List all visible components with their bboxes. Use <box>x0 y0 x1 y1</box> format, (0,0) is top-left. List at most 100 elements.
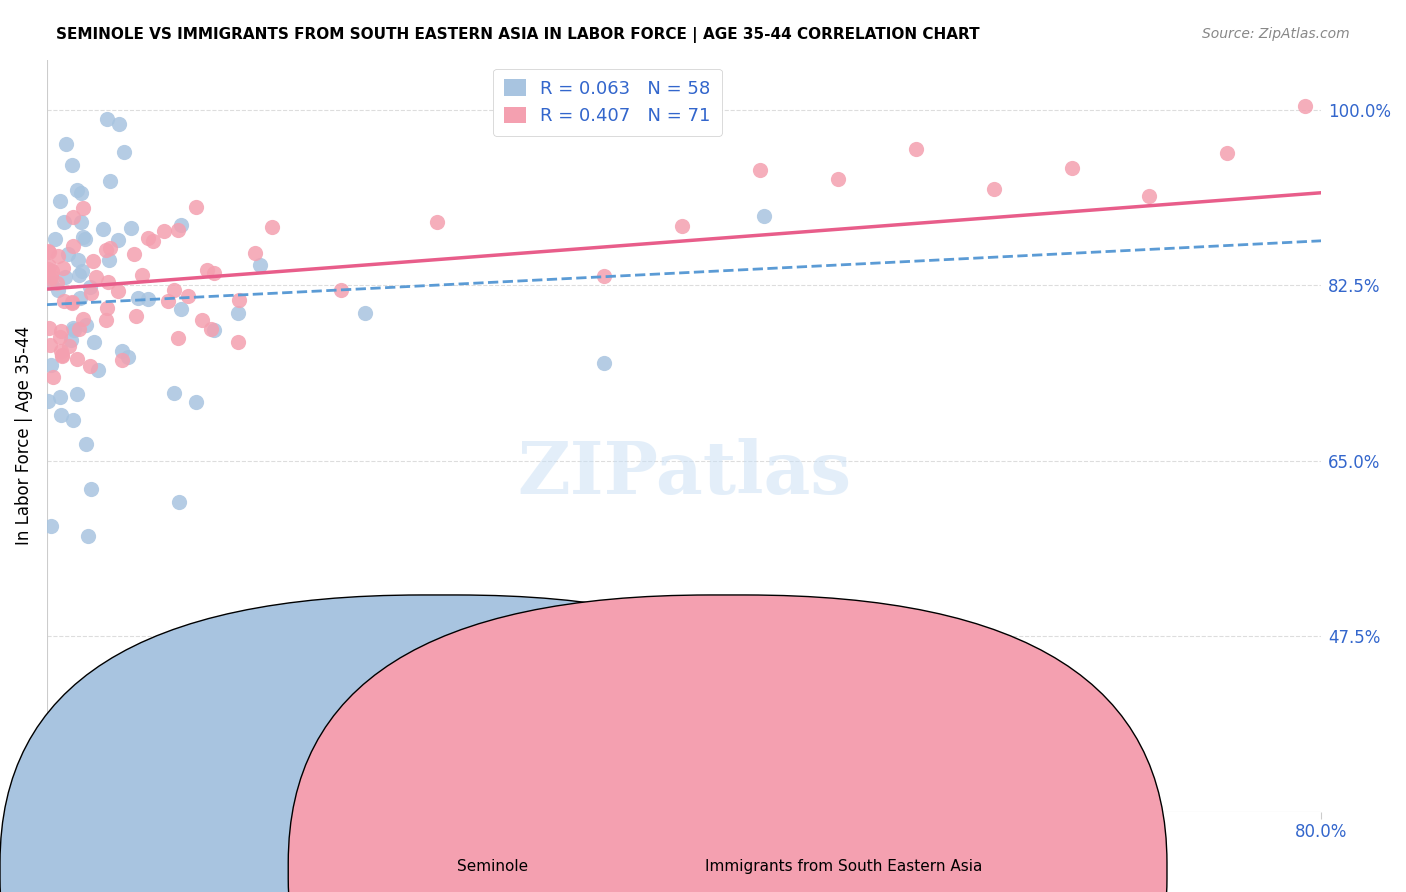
Point <box>243 245 266 260</box>
Point <box>127 291 149 305</box>
Point <box>38 244 60 259</box>
Point <box>593 356 616 370</box>
Point <box>167 331 190 345</box>
Point <box>72 311 94 326</box>
Point <box>107 285 129 299</box>
Point <box>202 266 225 280</box>
Point <box>69 291 91 305</box>
Point <box>44 232 66 246</box>
Point <box>67 268 90 282</box>
Point <box>62 211 84 225</box>
Point <box>91 222 114 236</box>
Point <box>983 182 1005 196</box>
Point <box>94 313 117 327</box>
Point <box>60 295 83 310</box>
Point <box>38 271 60 285</box>
Point <box>260 220 283 235</box>
Point <box>69 186 91 201</box>
Point <box>53 215 76 229</box>
Point <box>62 412 84 426</box>
Point <box>157 293 180 308</box>
Point <box>671 219 693 234</box>
Point <box>97 252 120 267</box>
Point <box>51 348 73 362</box>
Point <box>37 244 59 258</box>
Point <box>80 286 103 301</box>
Point <box>37 261 59 276</box>
Point <box>136 292 159 306</box>
Point <box>1294 99 1316 113</box>
Point <box>39 358 62 372</box>
Point <box>177 289 200 303</box>
Point <box>125 309 148 323</box>
Point <box>42 370 65 384</box>
Point <box>107 233 129 247</box>
Point <box>70 264 93 278</box>
Point <box>65 387 87 401</box>
Text: Source: ZipAtlas.com: Source: ZipAtlas.com <box>1202 27 1350 41</box>
Point <box>73 232 96 246</box>
Point <box>62 296 84 310</box>
Point <box>62 323 84 337</box>
Point <box>111 344 134 359</box>
Point <box>112 145 135 160</box>
Point <box>330 283 353 297</box>
Point <box>202 323 225 337</box>
Text: Immigrants from South Eastern Asia: Immigrants from South Eastern Asia <box>704 859 983 874</box>
Point <box>200 322 222 336</box>
Point <box>87 363 110 377</box>
Point <box>77 529 100 543</box>
Point <box>163 283 186 297</box>
Point <box>39 518 62 533</box>
Point <box>98 174 121 188</box>
Legend: R = 0.063   N = 58, R = 0.407   N = 71: R = 0.063 N = 58, R = 0.407 N = 71 <box>494 69 721 136</box>
Point <box>752 209 775 223</box>
Point <box>46 276 69 290</box>
Point <box>39 277 62 291</box>
Point <box>39 268 62 283</box>
Point <box>142 234 165 248</box>
Point <box>51 324 73 338</box>
Point <box>84 270 107 285</box>
Point <box>72 229 94 244</box>
Point <box>170 301 193 316</box>
Point <box>163 385 186 400</box>
Text: SEMINOLE VS IMMIGRANTS FROM SOUTH EASTERN ASIA IN LABOR FORCE | AGE 35-44 CORREL: SEMINOLE VS IMMIGRANTS FROM SOUTH EASTER… <box>56 27 980 43</box>
Point <box>226 335 249 350</box>
Point <box>79 359 101 374</box>
Point <box>66 252 89 267</box>
Point <box>55 137 77 152</box>
Point <box>58 339 80 353</box>
Point <box>228 293 250 308</box>
Point <box>51 349 73 363</box>
Point <box>82 254 104 268</box>
Text: Seminole: Seminole <box>457 859 527 874</box>
Point <box>62 321 84 335</box>
Point <box>97 275 120 289</box>
Point <box>75 318 97 332</box>
Point <box>53 293 76 308</box>
Point <box>354 306 377 320</box>
Point <box>107 117 129 131</box>
Point <box>41 264 63 278</box>
Point <box>70 215 93 229</box>
Point <box>46 283 69 297</box>
Point <box>79 279 101 293</box>
Point <box>117 350 139 364</box>
Point <box>75 436 97 450</box>
Point <box>195 262 218 277</box>
Point <box>49 390 72 404</box>
Point <box>67 322 90 336</box>
Point <box>249 258 271 272</box>
Point <box>749 163 772 178</box>
Point <box>38 259 60 273</box>
Point <box>167 223 190 237</box>
Point <box>96 112 118 126</box>
Point <box>1060 161 1083 175</box>
Point <box>37 393 59 408</box>
Point <box>56 247 79 261</box>
Point <box>226 306 249 320</box>
Point <box>167 495 190 509</box>
Point <box>66 183 89 197</box>
Point <box>904 142 927 156</box>
